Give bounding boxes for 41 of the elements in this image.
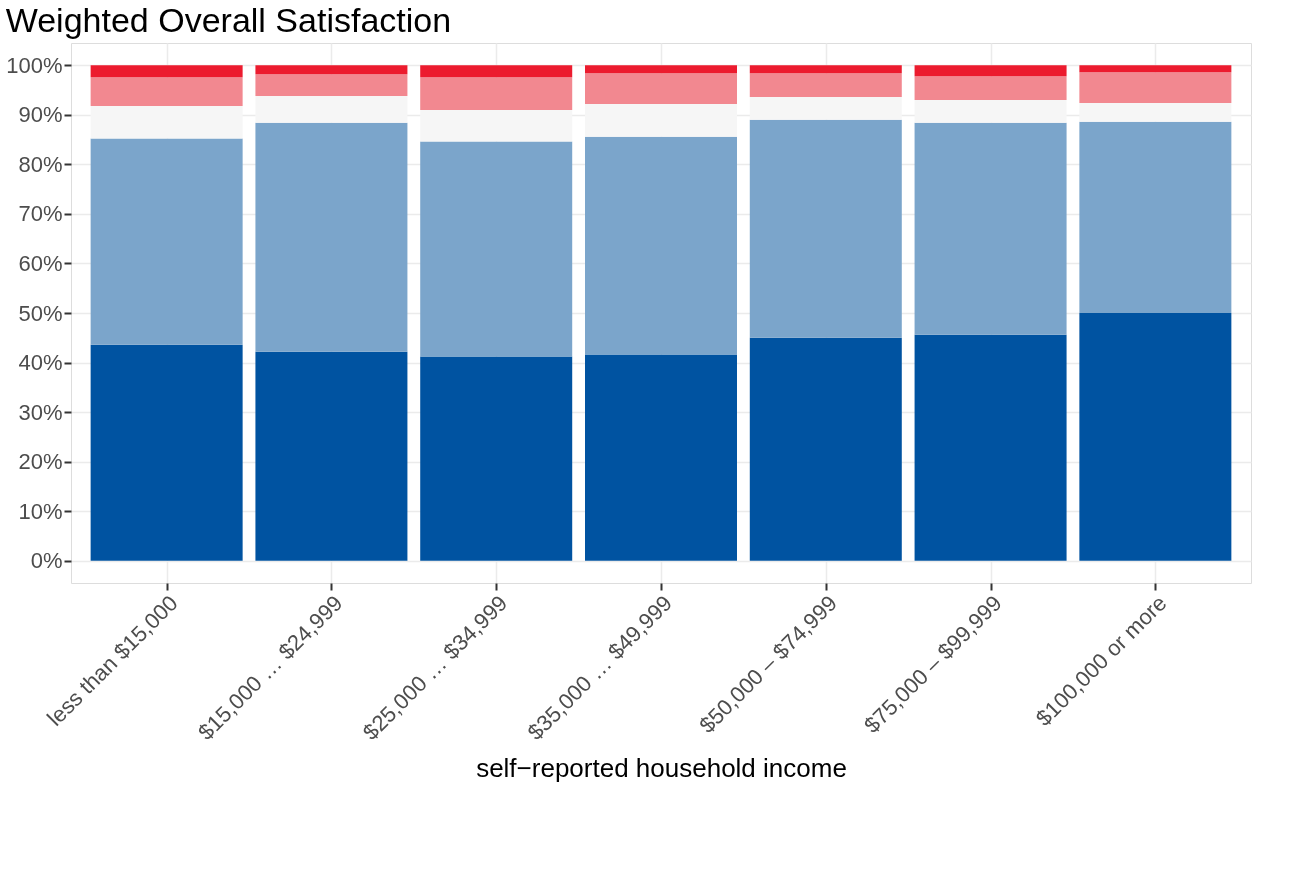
y-tick-label: 10% [18, 498, 63, 524]
bar [1079, 65, 1232, 73]
bar [420, 356, 573, 561]
bar [1079, 313, 1232, 561]
y-tick-label: 70% [18, 201, 63, 227]
bar [420, 77, 573, 110]
bar [914, 65, 1067, 77]
bar [255, 74, 408, 97]
bar [585, 354, 737, 561]
y-tick-label: 50% [18, 300, 63, 326]
bar [749, 65, 902, 74]
bar [1079, 72, 1232, 103]
bar [420, 65, 573, 78]
bar [420, 141, 573, 357]
bar [255, 65, 408, 75]
bar [1079, 121, 1232, 313]
bar [90, 77, 243, 106]
bar [585, 65, 737, 74]
y-tick-label: 80% [18, 151, 63, 177]
bar [255, 351, 408, 561]
bar [90, 65, 243, 78]
bar [749, 73, 902, 97]
chart-title: Weighted Overall Satisfaction [5, 1, 452, 39]
bar [585, 136, 737, 355]
y-tick-label: 100% [6, 52, 63, 78]
y-tick-label: 90% [18, 102, 63, 128]
bar [90, 344, 243, 561]
bar [914, 122, 1067, 335]
bar [585, 73, 737, 104]
y-tick-label: 40% [18, 350, 63, 376]
bar [749, 119, 902, 338]
bar [749, 337, 902, 561]
x-axis-title: self−reported household income [476, 753, 847, 784]
bar [90, 138, 243, 345]
y-tick-label: 60% [18, 250, 63, 276]
bar [255, 122, 408, 352]
y-tick-label: 30% [18, 399, 63, 425]
y-tick-label: 20% [18, 449, 63, 475]
bar [914, 334, 1067, 561]
bar [914, 76, 1067, 100]
y-tick-label: 0% [30, 548, 63, 574]
